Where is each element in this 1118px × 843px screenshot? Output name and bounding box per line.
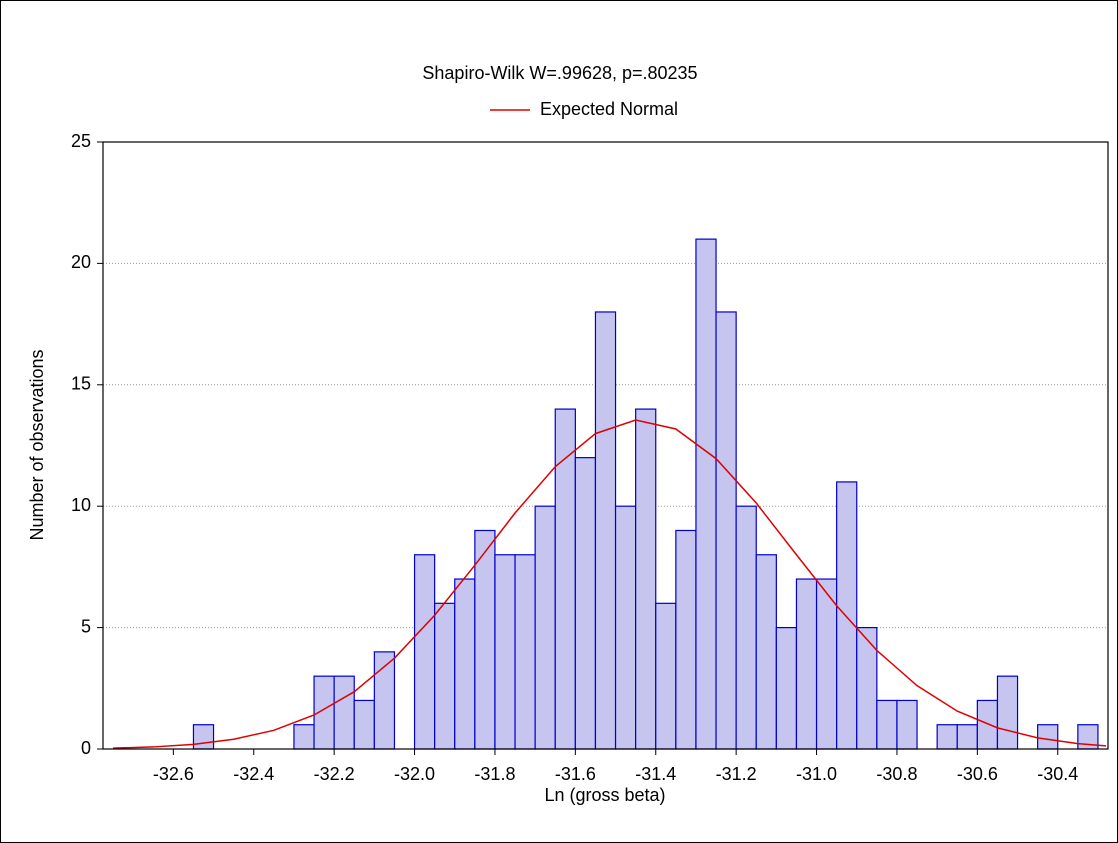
bar [795, 578, 818, 750]
bar [675, 529, 697, 750]
bar [715, 311, 737, 750]
bar [876, 699, 898, 750]
bar [333, 675, 355, 750]
bar [956, 724, 978, 750]
bar [293, 724, 315, 750]
x-tick-label: -30.8 [876, 764, 917, 784]
bar [815, 578, 838, 750]
bar [735, 505, 757, 750]
y-tick-label: 20 [71, 252, 91, 272]
bar [494, 554, 516, 750]
x-tick-label: -31.4 [635, 764, 676, 784]
y-tick-label: 10 [71, 495, 91, 515]
x-tick-label: -30.6 [957, 764, 998, 784]
bar [434, 602, 456, 750]
x-tick-label: -32.0 [394, 764, 435, 784]
y-tick-label: 5 [81, 616, 91, 636]
y-axis-label: Number of observations [27, 349, 47, 540]
bar [836, 481, 858, 750]
bar [554, 408, 576, 750]
x-tick-label: -31.8 [474, 764, 515, 784]
bar [474, 529, 496, 750]
x-tick-label: -32.4 [233, 764, 274, 784]
bar [976, 699, 999, 750]
x-axis-label: Ln (gross beta) [544, 785, 665, 805]
y-tick-label: 0 [81, 738, 91, 758]
y-tick-label: 25 [71, 131, 91, 151]
bar [655, 602, 677, 750]
bar [775, 626, 798, 750]
x-tick-label: -31.2 [716, 764, 757, 784]
normal-curve [113, 419, 1107, 749]
bar [534, 505, 556, 750]
bar [454, 578, 476, 750]
bar [856, 626, 878, 750]
chart-title: Shapiro-Wilk W=.99628, p=.80235 [422, 63, 697, 83]
bar [192, 724, 215, 750]
bar [635, 408, 657, 750]
bar [695, 238, 717, 750]
bar [514, 554, 536, 750]
x-tick-label: -31.0 [796, 764, 837, 784]
bar [614, 505, 637, 750]
bar [594, 311, 617, 750]
bar [755, 554, 777, 750]
bar [574, 457, 597, 750]
x-tick-label: -32.2 [314, 764, 355, 784]
bar [1037, 724, 1059, 750]
bar [353, 699, 375, 750]
plot-frame [102, 141, 1109, 750]
x-tick-label: -32.6 [153, 764, 194, 784]
bar [896, 699, 918, 750]
bar [936, 724, 958, 750]
bar [996, 675, 1019, 750]
y-tick-label: 15 [71, 374, 91, 394]
bar [413, 554, 436, 750]
x-tick-label: -31.6 [555, 764, 596, 784]
legend-label: Expected Normal [540, 99, 678, 119]
x-tick-label: -30.4 [1037, 764, 1078, 784]
